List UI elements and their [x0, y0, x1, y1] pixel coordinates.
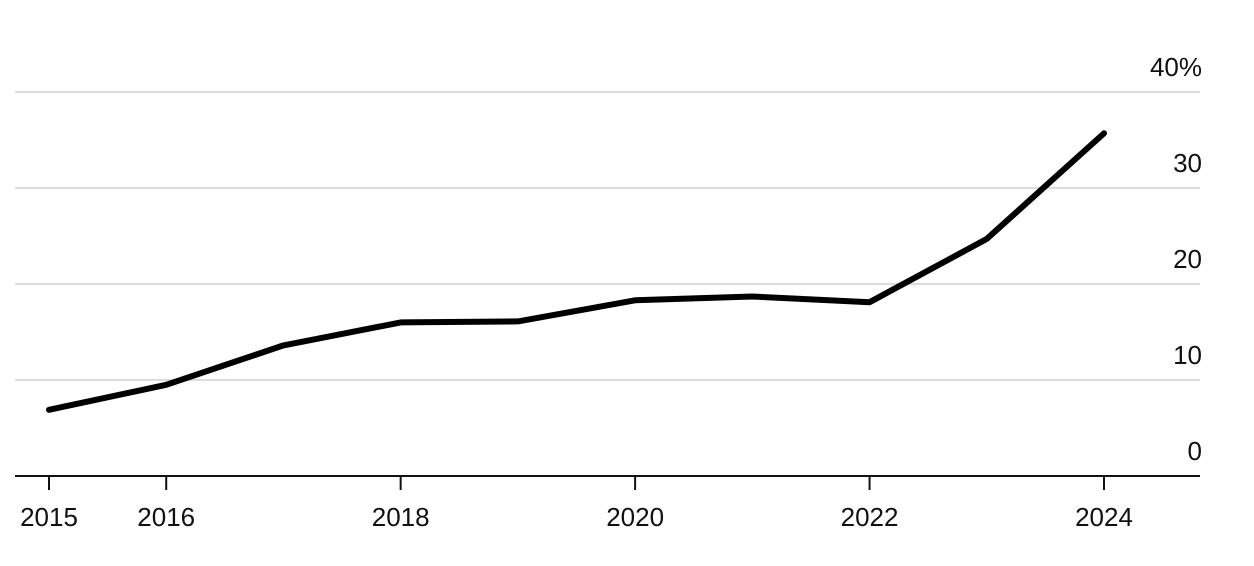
series-layer	[46, 130, 1107, 413]
x-tick-label-2018: 2018	[372, 502, 430, 532]
y-tick-label-10: 10	[1173, 340, 1202, 370]
x-tick-label-2016: 2016	[137, 502, 195, 532]
y-tick-label-20: 20	[1173, 244, 1202, 274]
series-line-0	[46, 130, 1107, 413]
x-axis-labels: 2015 2016 2018 2020 2022 2024	[20, 502, 1133, 532]
gridlines	[15, 91, 1200, 381]
x-tick-label-2022: 2022	[841, 502, 899, 532]
x-axis	[15, 475, 1200, 490]
x-tick-label-2024: 2024	[1075, 502, 1133, 532]
y-tick-label-30: 30	[1173, 148, 1202, 178]
y-axis-labels: 0 10 20 30 40%	[1150, 52, 1202, 466]
y-tick-label-40: 40%	[1150, 52, 1202, 82]
x-tick-label-2020: 2020	[606, 502, 664, 532]
x-tick-label-2015: 2015	[20, 502, 78, 532]
y-tick-label-0: 0	[1188, 436, 1202, 466]
